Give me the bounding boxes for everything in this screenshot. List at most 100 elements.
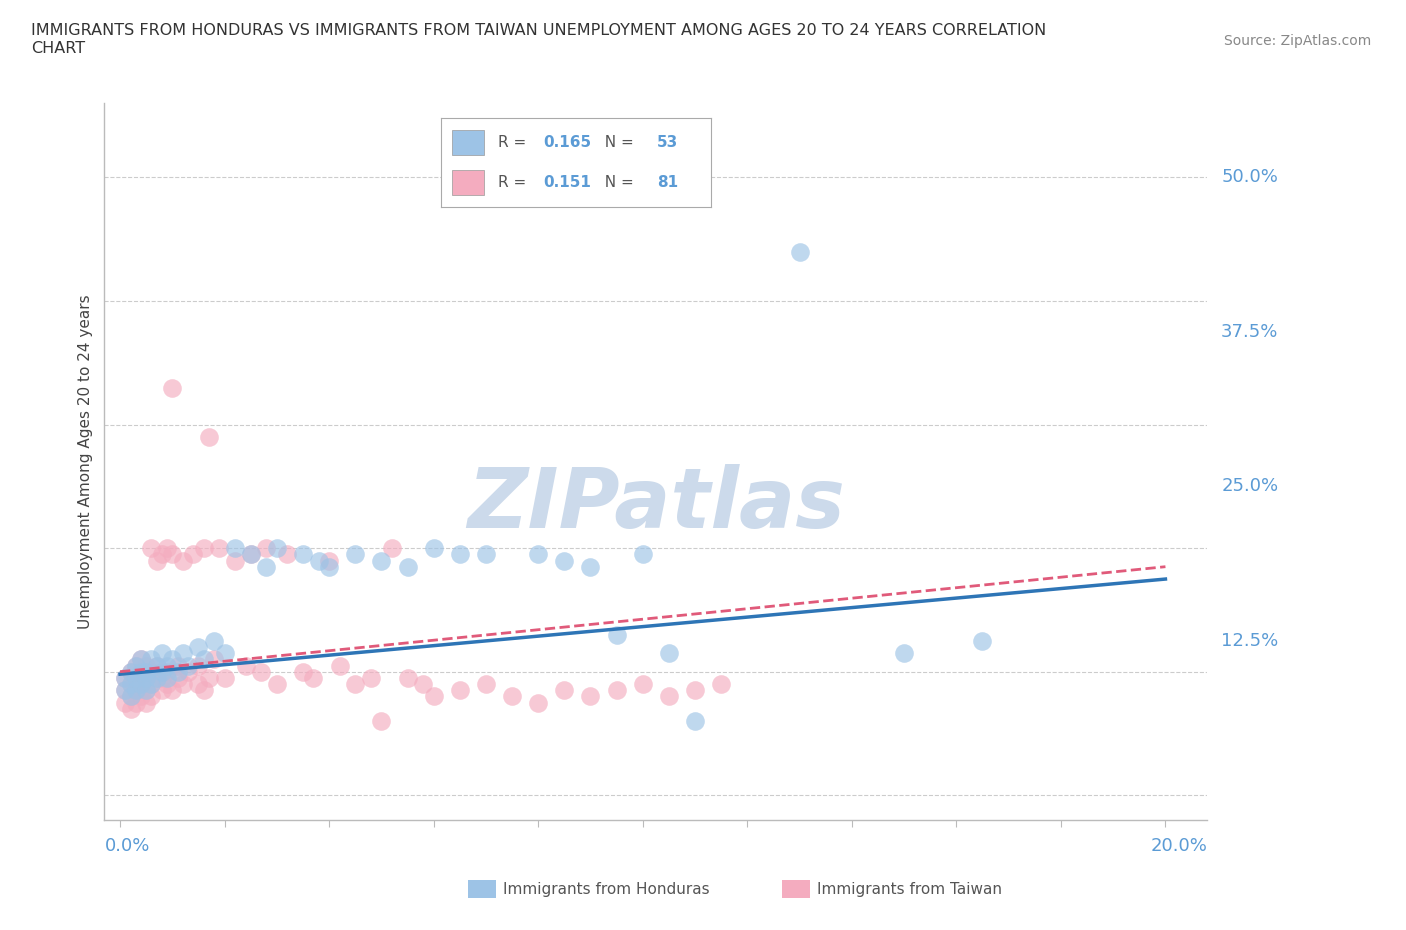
Point (141, 689, 163, 704)
Point (360, 671, 382, 685)
Point (156, 671, 179, 685)
Point (501, 689, 523, 704)
Point (120, 677, 142, 692)
Point (120, 677, 142, 692)
Point (125, 683, 148, 698)
Point (475, 547, 498, 562)
Text: Immigrants from Taiwan: Immigrants from Taiwan (817, 882, 1002, 897)
Point (683, 713, 706, 728)
Point (172, 553, 194, 568)
Point (292, 547, 315, 562)
Point (141, 652, 163, 667)
Point (254, 559, 277, 574)
Point (156, 677, 179, 692)
Point (150, 664, 173, 679)
Point (162, 652, 184, 667)
Point (396, 671, 419, 685)
Point (422, 689, 444, 704)
Text: 37.5%: 37.5% (1222, 323, 1278, 341)
Point (527, 695, 550, 710)
Point (125, 671, 148, 685)
Point (135, 695, 157, 710)
Text: 0.0%: 0.0% (104, 837, 150, 855)
Point (344, 547, 367, 562)
Point (129, 677, 152, 692)
Point (177, 658, 200, 673)
Point (631, 677, 654, 692)
Point (120, 689, 142, 704)
Point (276, 547, 298, 562)
Point (893, 645, 915, 660)
Point (145, 658, 167, 673)
Text: Source: ZipAtlas.com: Source: ZipAtlas.com (1223, 34, 1371, 48)
Point (129, 664, 152, 679)
Point (141, 677, 163, 692)
Point (129, 652, 152, 667)
Point (396, 559, 419, 574)
Point (145, 671, 167, 685)
Point (166, 658, 188, 673)
Point (208, 540, 231, 555)
Point (125, 683, 148, 698)
Point (114, 671, 136, 685)
Point (129, 664, 152, 679)
Point (214, 645, 236, 660)
Point (318, 553, 340, 568)
Point (145, 658, 167, 673)
Point (606, 683, 628, 698)
Point (141, 677, 163, 692)
Point (187, 640, 209, 655)
Point (135, 683, 157, 698)
Text: ZIPatlas: ZIPatlas (467, 464, 845, 545)
Point (129, 677, 152, 692)
Point (141, 664, 163, 679)
Point (193, 683, 215, 698)
Point (156, 540, 179, 555)
Point (150, 645, 173, 660)
Point (606, 627, 628, 642)
Point (527, 547, 550, 562)
Point (553, 553, 575, 568)
Point (579, 689, 602, 704)
Point (302, 671, 325, 685)
Point (120, 664, 142, 679)
Point (631, 547, 654, 562)
Point (145, 671, 167, 685)
Point (177, 664, 200, 679)
Point (172, 645, 194, 660)
Point (370, 713, 392, 728)
Point (193, 652, 215, 667)
Point (135, 683, 157, 698)
Point (239, 547, 262, 562)
Point (308, 553, 330, 568)
Point (198, 671, 221, 685)
Point (114, 671, 136, 685)
Point (235, 658, 257, 673)
Point (449, 683, 471, 698)
Point (422, 540, 444, 555)
Point (972, 633, 994, 648)
Point (381, 540, 404, 555)
Point (266, 540, 288, 555)
Point (125, 671, 148, 685)
Point (120, 664, 142, 679)
Point (125, 683, 148, 698)
Point (202, 652, 225, 667)
Point (129, 689, 152, 704)
Point (135, 671, 157, 685)
Point (150, 547, 173, 562)
Point (579, 559, 602, 574)
Point (135, 671, 157, 685)
Point (120, 689, 142, 704)
Point (254, 540, 277, 555)
Point (135, 664, 157, 679)
Point (658, 645, 681, 660)
Point (198, 430, 221, 445)
Text: 12.5%: 12.5% (1222, 631, 1278, 650)
Point (683, 683, 706, 698)
Point (449, 547, 471, 562)
Point (187, 658, 209, 673)
Point (150, 671, 173, 685)
Point (135, 658, 157, 673)
Point (266, 677, 288, 692)
